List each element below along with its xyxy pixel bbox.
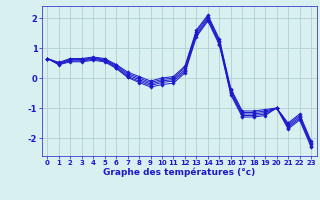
X-axis label: Graphe des températures (°c): Graphe des températures (°c) [103,168,255,177]
